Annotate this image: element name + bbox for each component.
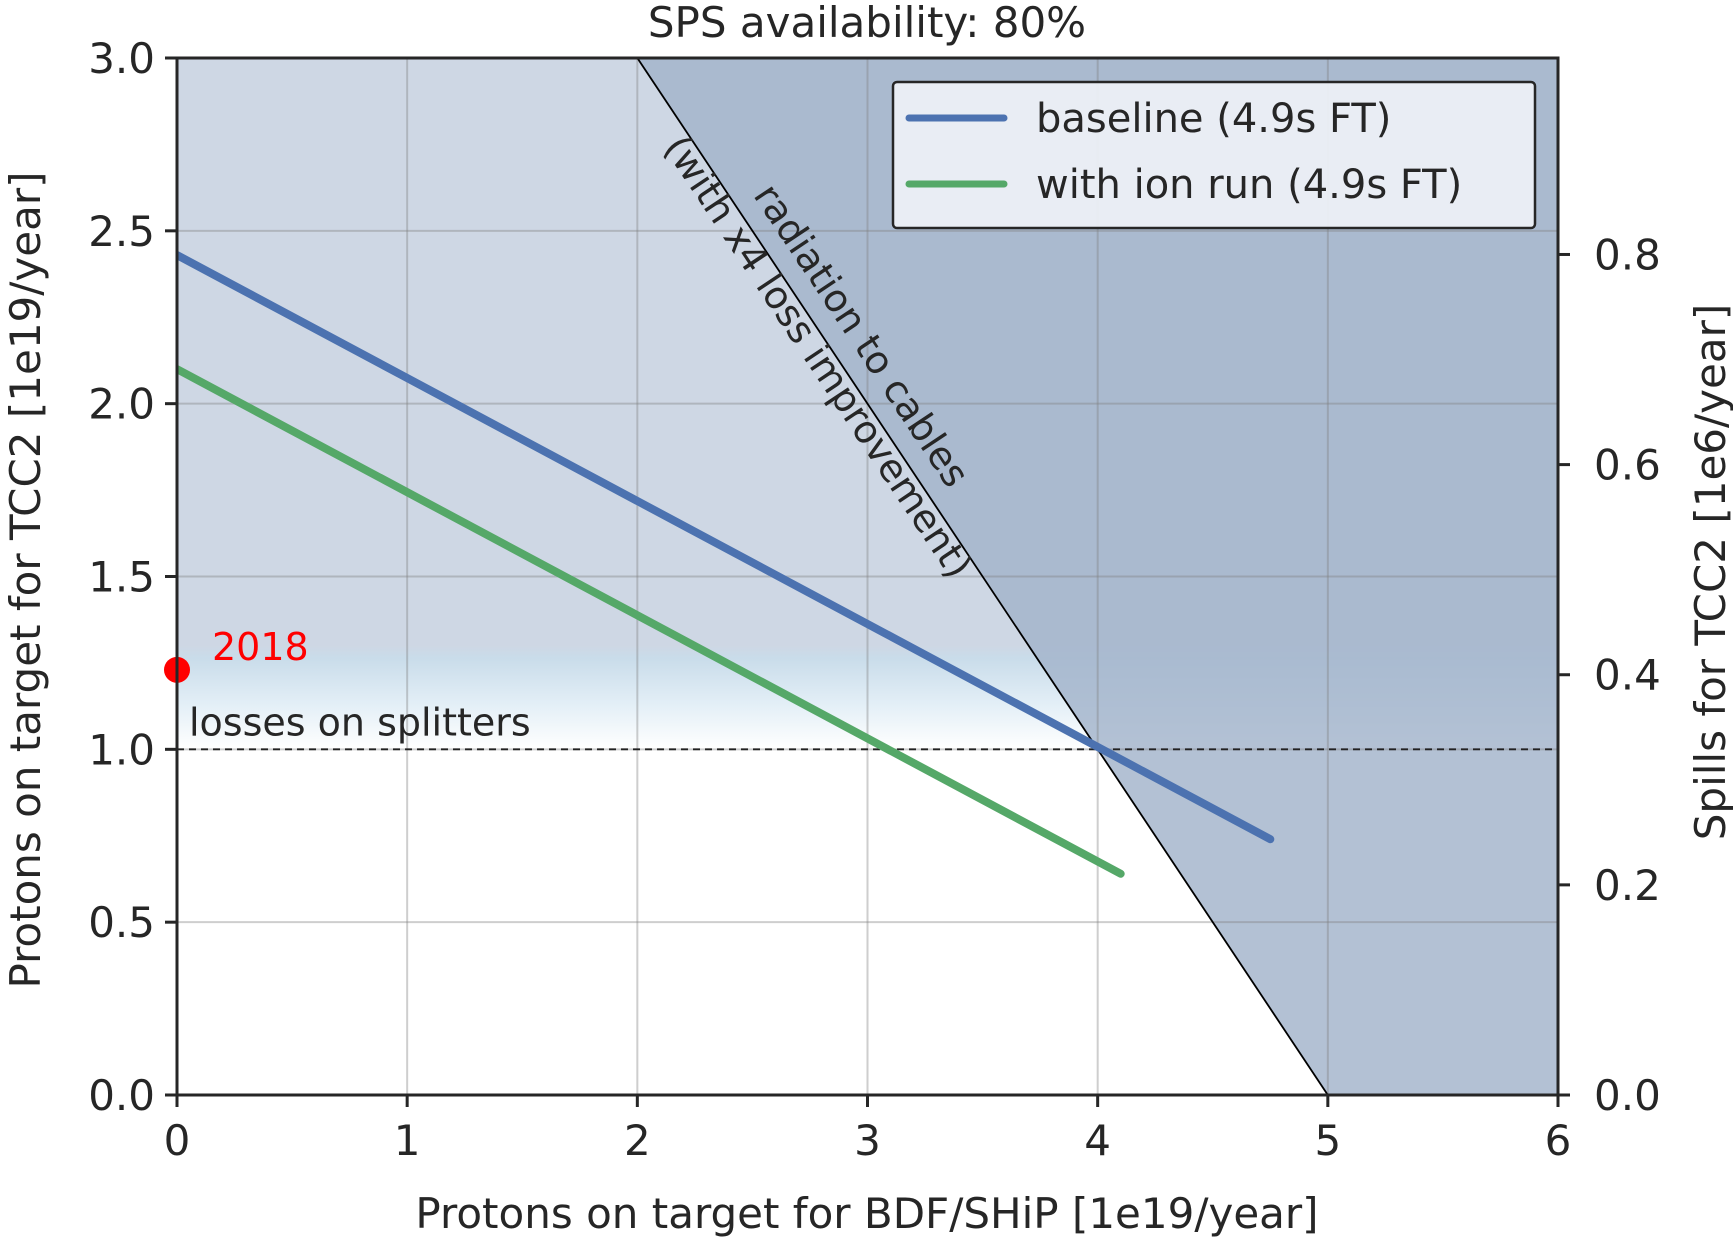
y-tick-label: 1.0 bbox=[88, 725, 155, 774]
legend-label-ion-run: with ion run (4.9s FT) bbox=[1036, 162, 1462, 208]
y-tick-label: 2.0 bbox=[88, 380, 155, 429]
series-line-1 bbox=[177, 365, 1125, 878]
chart-title: SPS availability: 80% bbox=[648, 0, 1086, 47]
y2-axis-ticks: 0.0 0.2 0.4 0.6 0.8 bbox=[1558, 230, 1661, 1120]
y-tick-label: 3.0 bbox=[88, 34, 155, 83]
legend: baseline (4.9s FT) with ion run (4.9s FT… bbox=[891, 80, 1537, 230]
legend-box bbox=[891, 80, 1537, 230]
y-axis-label: Protons on target for TCC2 [1e19/year] bbox=[1, 171, 50, 988]
y-tick-label: 2.5 bbox=[88, 207, 155, 256]
x-tick-label: 0 bbox=[164, 1116, 191, 1165]
x-axis-ticks: 0 1 2 3 4 5 6 bbox=[164, 1095, 1572, 1165]
y-tick-label: 0.0 bbox=[88, 1071, 155, 1120]
y2-tick-label: 0.2 bbox=[1594, 861, 1661, 910]
x-axis-label: Protons on target for BDF/SHiP [1e19/yea… bbox=[415, 1189, 1318, 1238]
splitter-limit-label: losses on splitters bbox=[189, 700, 531, 744]
x-tick-label: 4 bbox=[1084, 1116, 1111, 1165]
y2-tick-label: 0.6 bbox=[1594, 441, 1661, 490]
y2-axis-label: Spills for TCC2 [1e6/year] bbox=[1686, 304, 1733, 840]
legend-label-baseline: baseline (4.9s FT) bbox=[1036, 96, 1391, 142]
x-tick-label: 3 bbox=[854, 1116, 881, 1165]
cables-limit-line bbox=[636, 58, 1329, 1095]
y2-tick-label: 0.0 bbox=[1594, 1071, 1661, 1120]
x-tick-label: 6 bbox=[1545, 1116, 1572, 1165]
y-tick-label: 0.5 bbox=[88, 898, 155, 947]
series-line-0 bbox=[177, 251, 1275, 844]
x-tick-label: 1 bbox=[394, 1116, 421, 1165]
cables-limit-region bbox=[637, 58, 1558, 1095]
y2-tick-label: 0.8 bbox=[1594, 230, 1661, 279]
y2-tick-label: 0.4 bbox=[1594, 651, 1661, 700]
point-2018-label: 2018 bbox=[212, 625, 309, 669]
x-tick-label: 5 bbox=[1314, 1116, 1341, 1165]
series-lines bbox=[177, 251, 1275, 878]
x-tick-label: 2 bbox=[624, 1116, 651, 1165]
y-axis-ticks: 0.0 0.5 1.0 1.5 2.0 2.5 3.0 bbox=[88, 34, 177, 1120]
y-tick-label: 1.5 bbox=[88, 553, 155, 602]
